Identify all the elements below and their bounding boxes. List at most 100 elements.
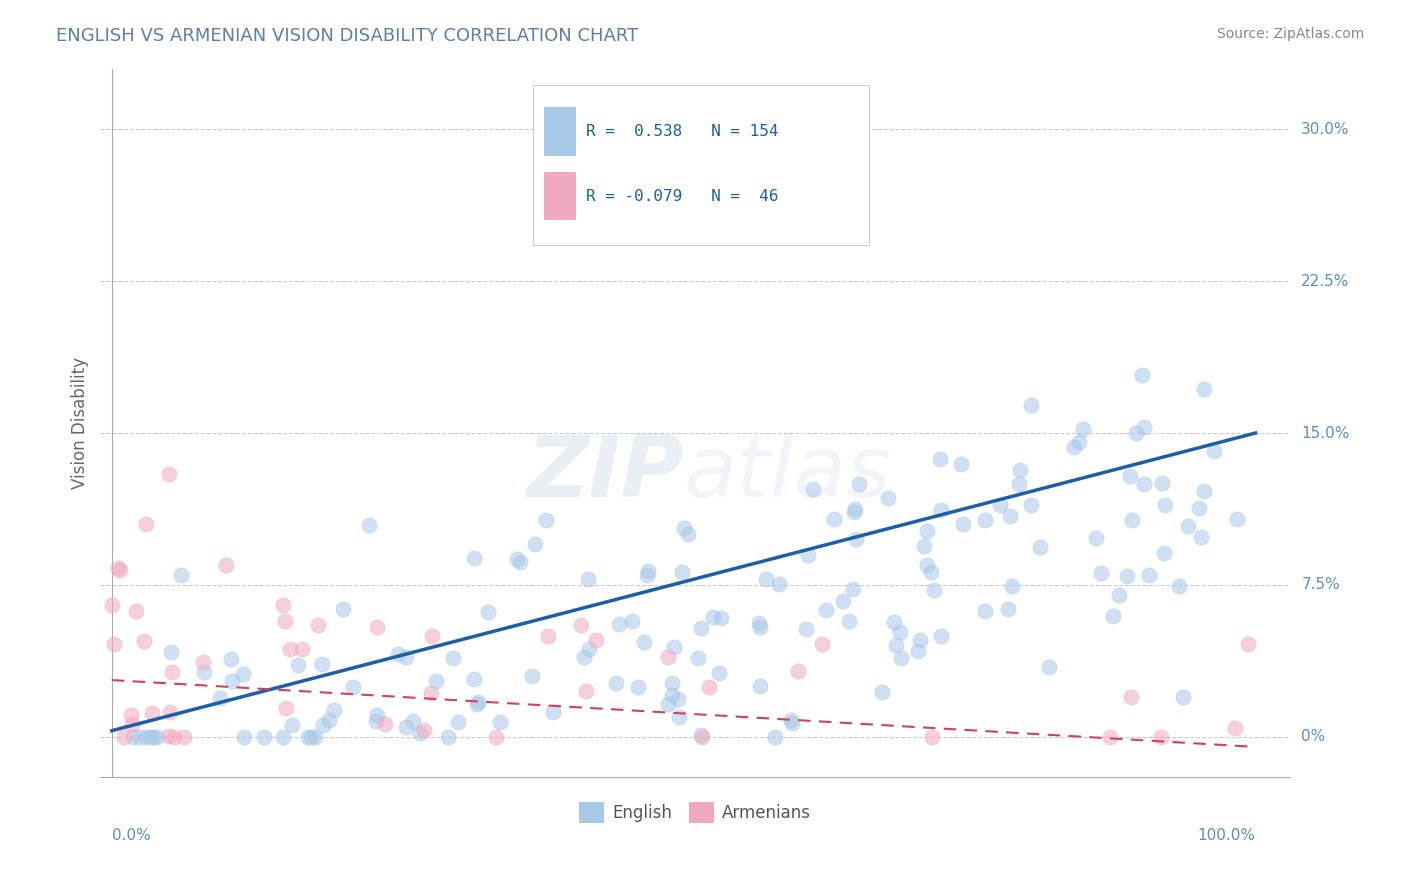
Point bbox=[786, 664, 808, 678]
Point bbox=[924, 582, 946, 597]
Point bbox=[569, 617, 592, 632]
Point bbox=[973, 604, 995, 618]
Point bbox=[1150, 476, 1173, 491]
Point bbox=[159, 706, 181, 720]
Point bbox=[274, 614, 297, 628]
Point bbox=[342, 680, 364, 694]
Point bbox=[811, 636, 834, 650]
Point bbox=[408, 726, 430, 740]
Point bbox=[101, 598, 124, 612]
Point bbox=[575, 684, 598, 698]
Point bbox=[1008, 477, 1031, 491]
Point bbox=[537, 629, 560, 643]
Point bbox=[578, 642, 600, 657]
Point bbox=[780, 716, 803, 731]
Point bbox=[139, 730, 162, 744]
Point bbox=[107, 561, 129, 575]
Point bbox=[304, 730, 326, 744]
Point bbox=[489, 715, 512, 730]
Point bbox=[889, 625, 911, 640]
Point bbox=[129, 730, 152, 744]
Point bbox=[779, 713, 801, 727]
Legend: English, Armenians: English, Armenians bbox=[572, 796, 818, 830]
Point bbox=[952, 516, 974, 531]
Point bbox=[690, 730, 713, 744]
Point bbox=[688, 650, 710, 665]
Point bbox=[103, 637, 125, 651]
Point bbox=[748, 615, 770, 630]
Text: 0%: 0% bbox=[1302, 730, 1326, 744]
Point bbox=[748, 679, 770, 693]
Point bbox=[215, 558, 238, 572]
Point bbox=[572, 650, 595, 665]
Point bbox=[1237, 637, 1260, 651]
Point bbox=[605, 676, 627, 690]
Point bbox=[485, 730, 508, 744]
Point bbox=[842, 582, 865, 596]
Point bbox=[506, 551, 529, 566]
Point bbox=[797, 548, 820, 562]
Point bbox=[883, 615, 905, 630]
Point bbox=[666, 692, 689, 706]
Point bbox=[870, 685, 893, 699]
Point bbox=[929, 502, 952, 516]
Point bbox=[193, 665, 215, 679]
FancyBboxPatch shape bbox=[533, 85, 869, 244]
Text: R = -0.079   N =  46: R = -0.079 N = 46 bbox=[586, 188, 779, 203]
Point bbox=[366, 620, 388, 634]
Point bbox=[1171, 690, 1194, 704]
Point bbox=[278, 641, 301, 656]
Point bbox=[157, 467, 180, 481]
Point bbox=[636, 567, 658, 582]
Point bbox=[332, 602, 354, 616]
Point bbox=[845, 533, 868, 547]
Point bbox=[690, 621, 713, 635]
Point bbox=[1150, 730, 1173, 744]
Point bbox=[917, 558, 939, 572]
Point bbox=[755, 572, 778, 586]
Point bbox=[273, 598, 295, 612]
Point bbox=[844, 162, 866, 177]
Point bbox=[838, 614, 860, 628]
Point bbox=[1029, 541, 1052, 555]
Point bbox=[997, 602, 1019, 616]
Point bbox=[627, 680, 650, 694]
Point bbox=[142, 730, 165, 744]
Point bbox=[657, 649, 679, 664]
Point bbox=[796, 623, 818, 637]
Point bbox=[1038, 660, 1060, 674]
Text: Source: ZipAtlas.com: Source: ZipAtlas.com bbox=[1216, 27, 1364, 41]
Text: ENGLISH VS ARMENIAN VISION DISABILITY CORRELATION CHART: ENGLISH VS ARMENIAN VISION DISABILITY CO… bbox=[56, 27, 638, 45]
Text: 30.0%: 30.0% bbox=[1302, 122, 1350, 136]
Point bbox=[160, 645, 183, 659]
Point bbox=[120, 707, 142, 722]
Point bbox=[637, 564, 659, 578]
Point bbox=[929, 629, 952, 643]
Point bbox=[322, 703, 344, 717]
Point bbox=[420, 628, 443, 642]
Point bbox=[1226, 512, 1249, 526]
Point bbox=[1133, 420, 1156, 434]
Point bbox=[280, 718, 302, 732]
Point bbox=[664, 640, 686, 654]
Point bbox=[1137, 567, 1160, 582]
Point bbox=[287, 658, 309, 673]
Point bbox=[1153, 546, 1175, 560]
Text: 7.5%: 7.5% bbox=[1302, 577, 1340, 592]
Point bbox=[467, 695, 489, 709]
Point bbox=[912, 540, 935, 554]
Point bbox=[425, 674, 447, 689]
Point bbox=[801, 482, 824, 496]
Point bbox=[661, 676, 683, 690]
Point bbox=[112, 730, 135, 744]
Point bbox=[157, 729, 180, 743]
Point bbox=[621, 614, 644, 628]
Point bbox=[1194, 382, 1216, 396]
Point bbox=[221, 674, 243, 689]
Point bbox=[1125, 425, 1147, 440]
Point bbox=[387, 647, 409, 661]
Point bbox=[395, 650, 418, 665]
Point bbox=[232, 730, 254, 744]
Text: 22.5%: 22.5% bbox=[1302, 274, 1350, 289]
Point bbox=[273, 730, 295, 744]
